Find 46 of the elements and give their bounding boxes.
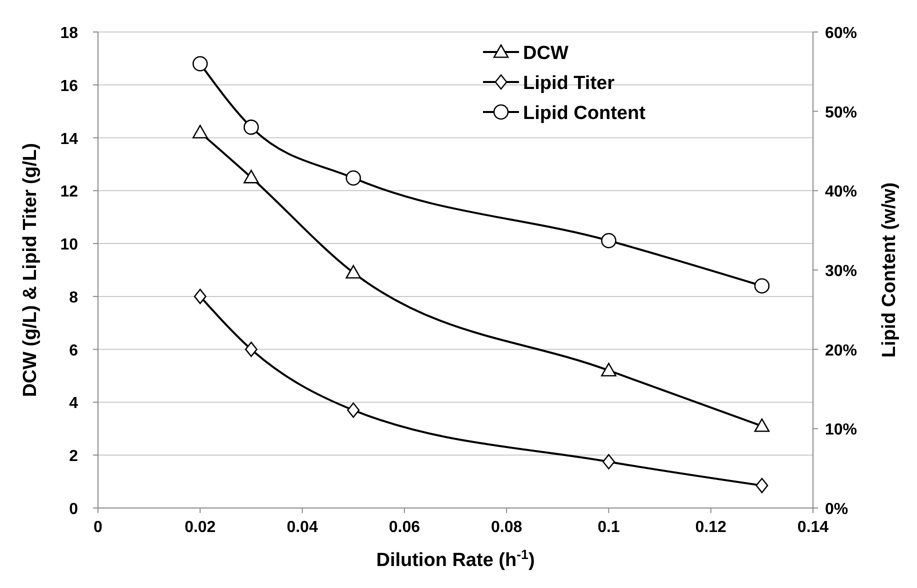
y-tick-label: 14 (60, 130, 78, 148)
point (244, 120, 259, 135)
point (601, 362, 616, 376)
y-tick-label: 0 (69, 501, 78, 518)
y2-tick-label: 60% (825, 25, 858, 42)
point (244, 170, 259, 184)
y-tick-label: 16 (60, 78, 78, 95)
point (602, 454, 615, 470)
point (346, 264, 362, 279)
y2-tick-label: 20% (825, 342, 858, 360)
y-tick-label: 6 (69, 342, 78, 360)
x-tick-label: 0.08 (491, 519, 522, 536)
legend-label: Lipid Titer (523, 73, 616, 94)
point (194, 288, 206, 304)
point (754, 278, 770, 294)
y2-tick-label: 0% (825, 501, 848, 518)
y-tick-label: 8 (69, 289, 78, 306)
y2-tick-label: 10% (825, 422, 858, 439)
x-tick-label: 0.12 (695, 519, 727, 536)
point (754, 418, 770, 432)
y2-tick-label: 50% (825, 104, 858, 122)
x-tick-label: 0.04 (286, 519, 318, 536)
x-tick-label: 0.14 (797, 519, 829, 536)
y-tick-label: 18 (60, 25, 78, 42)
point (244, 342, 258, 357)
x-tick-label: 0.06 (388, 519, 420, 536)
legend-label: DCW (523, 43, 568, 64)
x-tick-label: 0.1 (598, 519, 620, 536)
point (756, 478, 768, 494)
y-tick-label: 4 (69, 395, 78, 412)
y2-axis-title: Lipid Content (w/w) (879, 182, 900, 358)
y2-tick-label: 40% (825, 184, 858, 201)
y2-tick-label: 30% (825, 263, 858, 280)
x-tick-label: 0.02 (184, 519, 216, 536)
point (347, 402, 360, 418)
y-tick-label: 10 (60, 236, 78, 254)
point (346, 170, 362, 186)
point (601, 232, 616, 248)
y-tick-label: 12 (60, 184, 78, 201)
x-axis-title: Dilution Rate (h$^{-1}$) (376, 546, 535, 571)
x-tick-label: 0 (94, 519, 103, 536)
legend-label: Lipid Content (523, 103, 646, 124)
y-tick-label: 2 (69, 448, 78, 466)
y-axis-title: DCW (g/L) & Lipid Titer (g/L) (20, 143, 41, 397)
point (192, 124, 208, 138)
point (192, 56, 208, 72)
